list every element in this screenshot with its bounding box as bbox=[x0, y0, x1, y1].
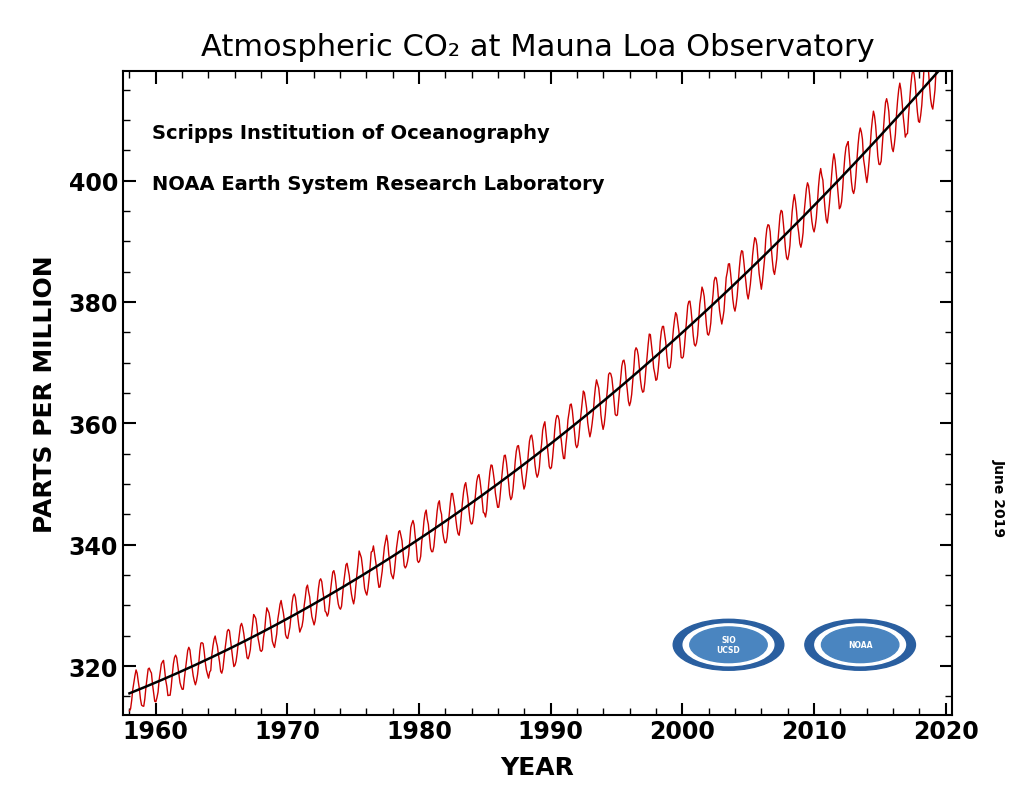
Circle shape bbox=[805, 620, 915, 671]
Circle shape bbox=[821, 627, 899, 662]
Circle shape bbox=[673, 620, 783, 671]
Y-axis label: PARTS PER MILLION: PARTS PER MILLION bbox=[34, 255, 57, 532]
Circle shape bbox=[690, 627, 767, 662]
Text: NOAA: NOAA bbox=[848, 641, 872, 650]
Text: Scripps Institution of Oceanography: Scripps Institution of Oceanography bbox=[152, 124, 550, 143]
Text: NOAA Earth System Research Laboratory: NOAA Earth System Research Laboratory bbox=[152, 175, 604, 194]
Text: SIO
UCSD: SIO UCSD bbox=[717, 635, 740, 654]
Circle shape bbox=[815, 624, 905, 666]
X-axis label: YEAR: YEAR bbox=[501, 755, 574, 779]
Title: Atmospheric CO₂ at Mauna Loa Observatory: Atmospheric CO₂ at Mauna Loa Observatory bbox=[201, 33, 874, 62]
Text: June 2019: June 2019 bbox=[991, 459, 1006, 537]
Circle shape bbox=[683, 624, 774, 666]
